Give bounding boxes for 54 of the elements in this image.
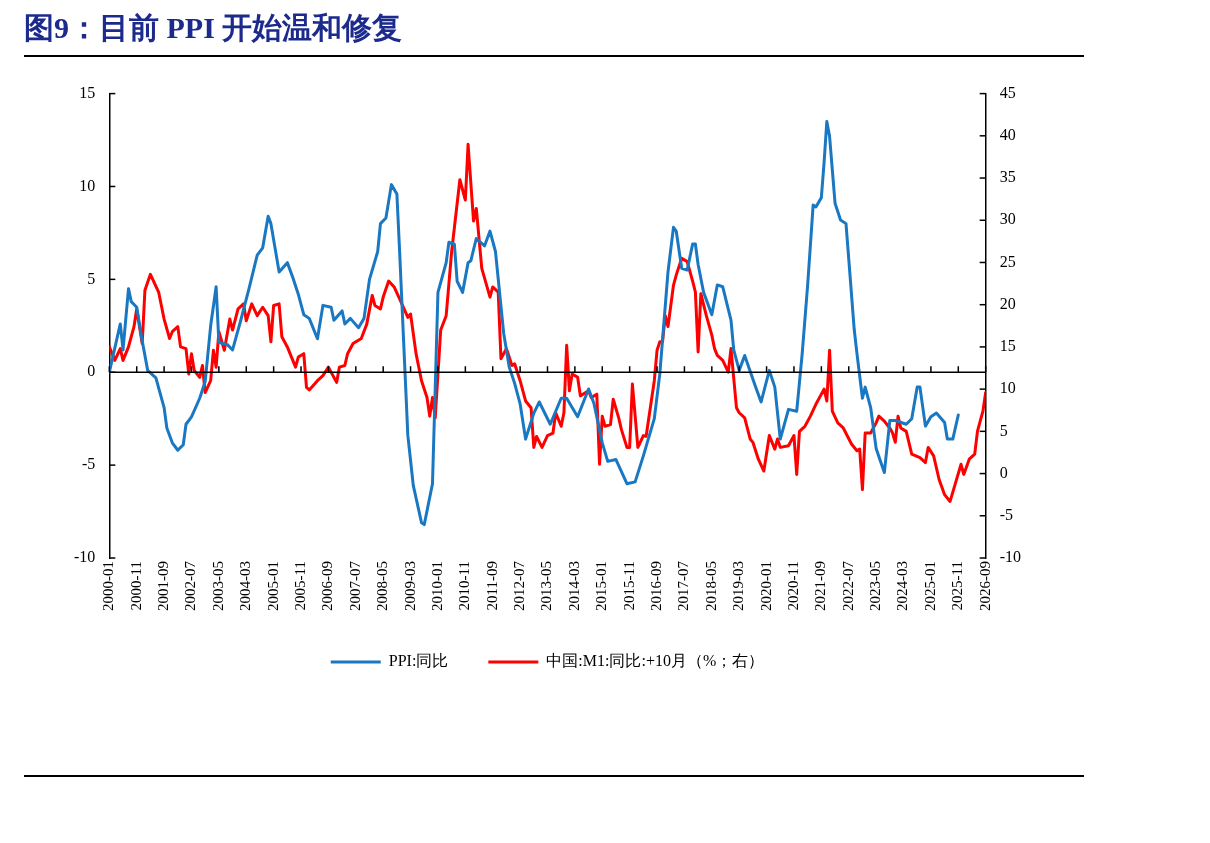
y-tick-label: -10 — [74, 548, 96, 566]
legend-label: 中国:M1:同比:+10月（%；右） — [546, 652, 765, 670]
y2-tick-label: 25 — [999, 252, 1016, 270]
x-tick-label: 2005-11 — [291, 561, 308, 611]
x-tick-label: 2010-01 — [428, 561, 445, 611]
x-tick-label: 2002-07 — [182, 560, 199, 611]
x-tick-label: 2011-09 — [483, 561, 500, 611]
y-tick-label: 15 — [79, 83, 96, 101]
x-tick-label: 2020-01 — [757, 561, 774, 611]
x-tick-label: 2014-03 — [565, 561, 582, 611]
x-tick-label: 2022-07 — [839, 560, 856, 611]
x-tick-label: 2018-05 — [702, 561, 719, 611]
x-tick-label: 2024-03 — [894, 561, 911, 611]
y2-tick-label: -10 — [999, 548, 1021, 566]
x-tick-label: 2003-05 — [209, 561, 226, 611]
x-tick-label: 2020-11 — [784, 561, 801, 611]
x-tick-label: 2016-09 — [647, 561, 664, 611]
x-tick-label: 2006-09 — [319, 561, 336, 611]
x-tick-label: 2013-05 — [538, 561, 555, 611]
x-tick-label: 2021-09 — [812, 561, 829, 611]
legend-label: PPI:同比 — [388, 652, 449, 670]
x-tick-label: 2025-01 — [921, 561, 938, 611]
y2-tick-label: 0 — [999, 463, 1008, 481]
x-tick-label: 2009-03 — [401, 561, 418, 611]
y2-tick-label: -5 — [999, 505, 1013, 523]
chart-title: 图9：目前 PPI 开始温和修复 — [24, 8, 1084, 57]
y-tick-label: 0 — [87, 362, 96, 380]
x-tick-label: 2017-07 — [675, 560, 692, 611]
y2-tick-label: 30 — [999, 210, 1016, 228]
y2-tick-label: 45 — [999, 83, 1016, 101]
x-tick-label: 2012-07 — [511, 560, 528, 611]
y2-tick-label: 10 — [999, 379, 1016, 397]
y-tick-label: -5 — [82, 455, 96, 473]
x-tick-label: 2000-11 — [127, 561, 144, 611]
x-tick-label: 2000-01 — [100, 561, 117, 611]
x-tick-label: 2025-11 — [949, 561, 966, 611]
x-tick-label: 2008-05 — [374, 561, 391, 611]
x-tick-label: 2015-01 — [593, 561, 610, 611]
x-tick-label: 2007-07 — [346, 560, 363, 611]
x-tick-label: 2015-11 — [620, 561, 637, 611]
y-tick-label: 5 — [87, 269, 96, 287]
x-tick-label: 2005-01 — [264, 561, 281, 611]
y2-tick-label: 35 — [999, 168, 1016, 186]
x-tick-label: 2026-09 — [976, 561, 993, 611]
x-tick-label: 2010-11 — [456, 561, 473, 611]
y-tick-label: 10 — [79, 176, 96, 194]
x-tick-label: 2004-03 — [237, 561, 254, 611]
y2-tick-label: 15 — [999, 337, 1016, 355]
x-tick-label: 2023-05 — [867, 561, 884, 611]
x-tick-label: 2001-09 — [155, 561, 172, 611]
y2-tick-label: 20 — [999, 294, 1016, 312]
y2-tick-label: 40 — [999, 126, 1016, 144]
x-tick-label: 2019-03 — [730, 561, 747, 611]
y2-tick-label: 5 — [999, 421, 1008, 439]
